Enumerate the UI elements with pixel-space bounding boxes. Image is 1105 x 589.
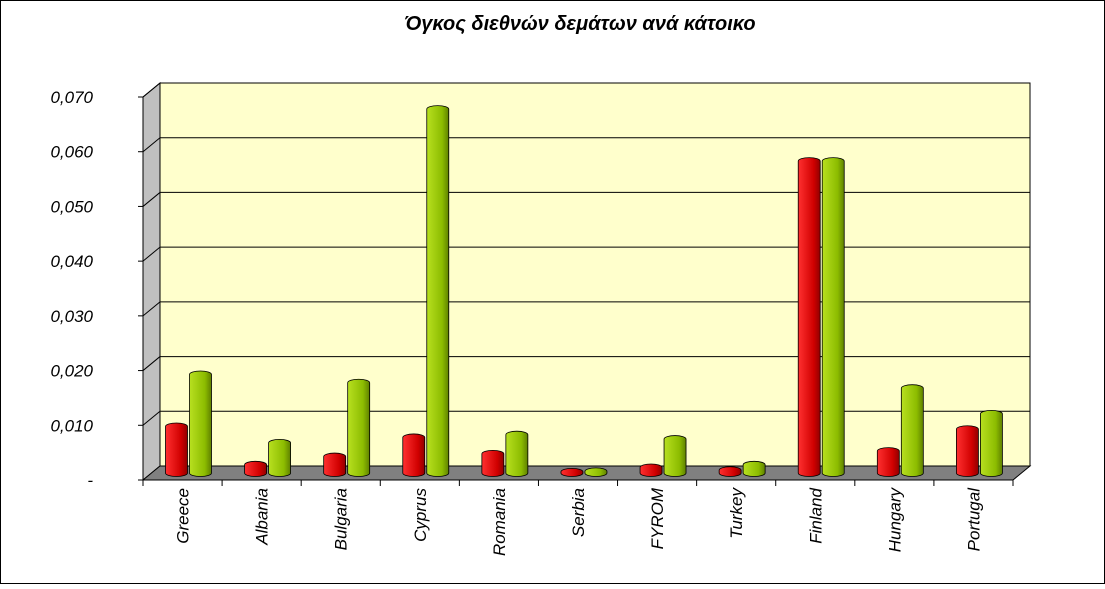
bar [718,466,742,477]
x-tick-label: Romania [490,488,509,556]
x-tick-label: Hungary [885,487,904,553]
y-tick-label: 0,010 [50,416,93,435]
bar [347,378,371,477]
bar [742,460,766,477]
x-tick-label: Greece [174,488,193,544]
side-wall [142,81,161,482]
bar [876,447,900,477]
grid-line [142,82,161,98]
bar [956,425,979,477]
bar [505,430,529,477]
bar [165,422,188,477]
bar [268,439,291,477]
y-tick-label: 0,020 [50,362,93,381]
bar [900,384,924,477]
x-tick-label: Serbia [569,488,588,537]
x-tick-label: Albania [253,488,272,546]
x-tick-label: Bulgaria [332,488,351,550]
x-tick-label: Cyprus [411,488,430,542]
grid-line [142,137,161,153]
grid-line [142,356,161,371]
bar [663,435,687,477]
x-tick-label: Turkey [727,487,746,539]
bar [481,449,505,477]
grid-line [142,246,161,262]
bar [980,410,1003,477]
bar [639,463,663,477]
bar [189,370,212,477]
x-tick-label: FYROM [648,487,667,549]
bar [323,452,347,477]
back-wall [159,82,1031,467]
bar [560,468,584,477]
y-tick-label: 0,040 [50,252,93,271]
x-tick-label: Finland [806,487,825,543]
y-tick-label: - [87,471,93,490]
bar [797,157,821,477]
grid-line [142,192,161,207]
y-tick-label: 0,030 [50,307,93,326]
bar [402,433,426,477]
bar [584,467,608,477]
x-tick-label: Portugal [964,487,983,552]
bar [821,157,845,477]
y-tick-label: 0,050 [50,197,93,216]
bar [426,105,450,477]
chart-title: Όγκος διεθνών δεμάτων ανά κάτοικο [404,13,755,35]
y-tick-label: 0,060 [50,143,93,162]
grid-line [142,410,161,426]
grid-line [142,301,161,317]
bar [244,460,267,477]
y-tick-label: 0,070 [50,88,93,107]
